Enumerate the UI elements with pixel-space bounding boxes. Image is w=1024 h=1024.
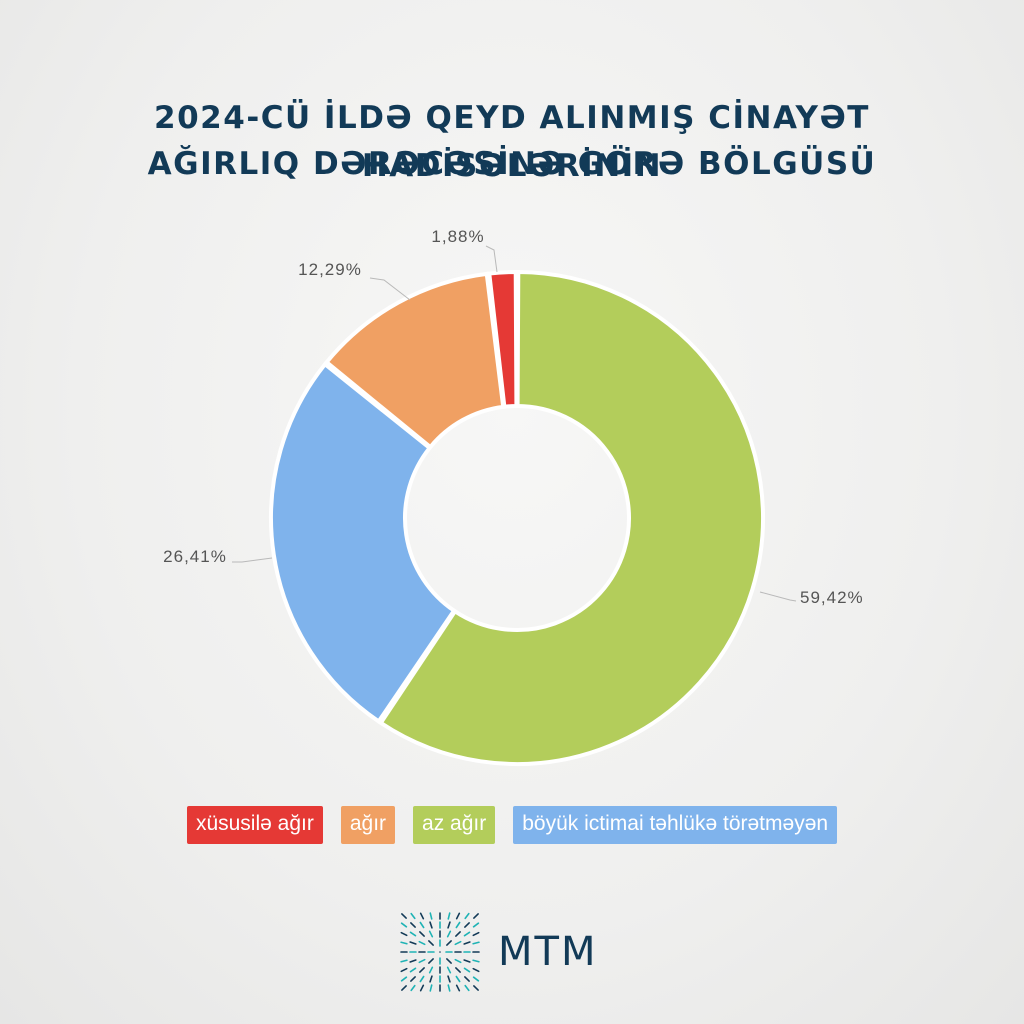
- leader-line-agir: [369, 277, 411, 301]
- legend-item-xususile-agir: xüsusilə ağır: [186, 806, 323, 844]
- legend-item-az-agir: az ağır: [413, 806, 496, 844]
- chart-title-line-1: 2024-CÜ İLDƏ QEYD ALINMIŞ CİNAYƏT HADİSƏ…: [154, 100, 870, 184]
- slice-boyuk-ictimai: [269, 361, 457, 725]
- chart-title-line-2: AĞIRLIQ DƏRƏCƏSİNƏ GÖRƏ BÖLGÜSÜ: [147, 146, 877, 182]
- slice-agir: [323, 271, 506, 450]
- legend-item-boyuk-ictimai: böyük ictimai təhlükə törətməyən: [513, 806, 838, 844]
- chart-legend: xüsusilə ağır ağır az ağır böyük ictimai…: [0, 806, 1024, 844]
- mtm-logo-icon: [400, 912, 480, 992]
- data-label-boyuk-ictimai: 26,41%: [163, 547, 227, 566]
- brand: MTM: [400, 912, 597, 992]
- data-label-az-agir: 59,42%: [800, 588, 864, 607]
- data-label-agir: 12,29%: [298, 260, 362, 279]
- slice-xususile-agir: [487, 269, 519, 409]
- leader-line-boyuk-ictimai: [232, 557, 273, 563]
- legend-item-agir: ağır: [340, 806, 396, 844]
- data-label-xususile-agir: 1,88%: [431, 227, 484, 246]
- leader-line-az-agir: [759, 591, 797, 602]
- brand-name: MTM: [498, 929, 598, 975]
- slice-az-agir: [378, 269, 765, 766]
- leader-line-xususile-agir: [485, 245, 498, 273]
